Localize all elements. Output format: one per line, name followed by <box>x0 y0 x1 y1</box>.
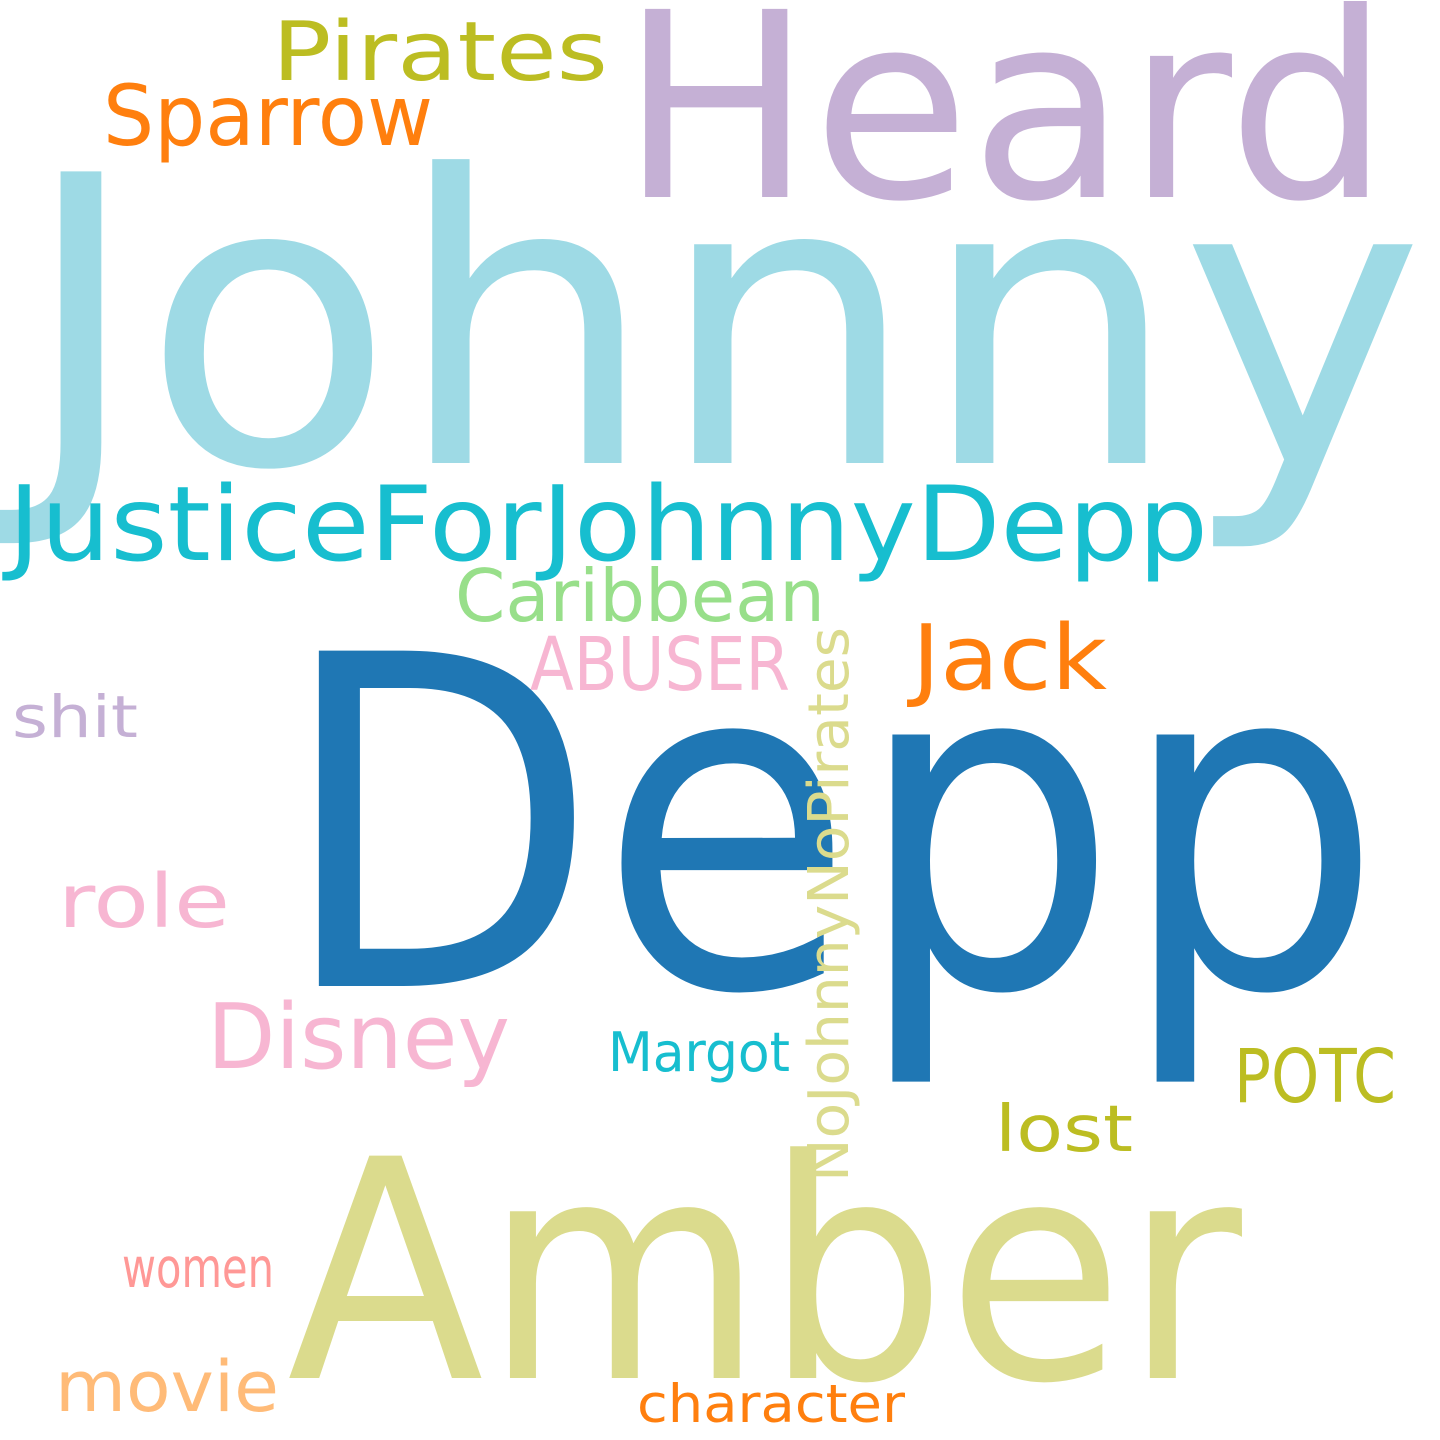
word-johnny: Johnny <box>0 93 1425 558</box>
word-abuser: ABUSER <box>530 622 790 708</box>
word-depp: Depp <box>278 560 1383 1095</box>
word-disney: Disney <box>207 985 510 1090</box>
word-pirates: Pirates <box>272 5 608 100</box>
word-movie: movie <box>55 1346 279 1428</box>
word-character: character <box>637 1374 905 1435</box>
word-shit: shit <box>12 683 138 751</box>
word-lost: lost <box>995 1093 1133 1167</box>
word-margot: Margot <box>608 1021 790 1084</box>
word-jack: Jack <box>907 606 1107 711</box>
word-role: role <box>58 859 230 945</box>
word-heard: Heard <box>620 0 1390 258</box>
word-caribbean: Caribbean <box>455 554 825 638</box>
word-amber: Amber <box>287 1095 1245 1440</box>
word-women: women <box>122 1236 274 1300</box>
word-nojohnnynopirates: NoJohnnyNoPirates <box>797 627 862 1182</box>
word-potc: POTC <box>1234 1034 1396 1120</box>
word-justiceforjohnnydepp: JusticeForJohnnyDepp <box>2 465 1208 585</box>
word-sparrow: Sparrow <box>103 67 433 165</box>
